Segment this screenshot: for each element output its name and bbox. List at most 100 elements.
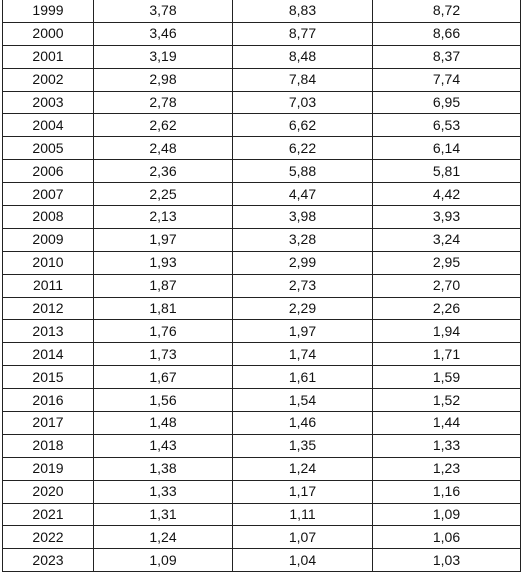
value-cell: 1,97 bbox=[232, 319, 373, 344]
value-cell: 1,61 bbox=[232, 365, 373, 390]
year-cell: 2012 bbox=[2, 296, 94, 321]
table-row: 2003 2,78 7,03 6,95 bbox=[2, 90, 521, 115]
table-row: 2014 1,73 1,74 1,71 bbox=[2, 342, 521, 367]
value-cell: 3,24 bbox=[372, 227, 521, 252]
year-cell: 2018 bbox=[2, 433, 94, 458]
table-row: 1999 3,78 8,83 8,72 bbox=[2, 0, 521, 23]
year-cell: 2006 bbox=[2, 159, 94, 184]
value-cell: 5,81 bbox=[372, 159, 521, 184]
year-cell: 2019 bbox=[2, 456, 94, 481]
value-cell: 8,83 bbox=[232, 0, 373, 23]
table-row: 2010 1,93 2,99 2,95 bbox=[2, 250, 521, 275]
table-row: 2012 1,81 2,29 2,26 bbox=[2, 296, 521, 321]
value-cell: 2,99 bbox=[232, 250, 373, 275]
value-cell: 2,70 bbox=[372, 273, 521, 298]
year-cell: 2021 bbox=[2, 502, 94, 527]
value-cell: 8,77 bbox=[232, 21, 373, 46]
value-cell: 1,09 bbox=[372, 502, 521, 527]
year-cell: 1999 bbox=[2, 0, 94, 23]
table-row: 2020 1,33 1,17 1,16 bbox=[2, 479, 521, 504]
table-row: 2011 1,87 2,73 2,70 bbox=[2, 273, 521, 298]
year-cell: 2015 bbox=[2, 365, 94, 390]
value-cell: 1,71 bbox=[372, 342, 521, 367]
value-cell: 6,14 bbox=[372, 136, 521, 161]
value-cell: 7,03 bbox=[232, 90, 373, 115]
year-cell: 2008 bbox=[2, 205, 94, 229]
value-cell: 8,37 bbox=[372, 44, 521, 69]
value-cell: 6,62 bbox=[232, 113, 373, 138]
value-cell: 2,48 bbox=[93, 136, 233, 161]
value-cell: 2,36 bbox=[93, 159, 233, 184]
value-cell: 4,47 bbox=[232, 182, 373, 207]
year-cell: 2009 bbox=[2, 227, 94, 252]
value-cell: 1,93 bbox=[93, 250, 233, 275]
value-cell: 6,53 bbox=[372, 113, 521, 138]
value-cell: 6,95 bbox=[372, 90, 521, 115]
value-cell: 2,13 bbox=[93, 205, 233, 229]
table-row: 2016 1,56 1,54 1,52 bbox=[2, 388, 521, 413]
table-row: 2022 1,24 1,07 1,06 bbox=[2, 525, 521, 550]
value-cell: 1,07 bbox=[232, 525, 373, 550]
value-cell: 8,48 bbox=[232, 44, 373, 69]
value-cell: 1,94 bbox=[372, 319, 521, 344]
value-cell: 1,76 bbox=[93, 319, 233, 344]
value-cell: 1,43 bbox=[93, 433, 233, 458]
table-row: 2004 2,62 6,62 6,53 bbox=[2, 113, 521, 138]
value-cell: 5,88 bbox=[232, 159, 373, 184]
value-cell: 1,16 bbox=[372, 479, 521, 504]
table-row: 2013 1,76 1,97 1,94 bbox=[2, 319, 521, 344]
value-cell: 1,31 bbox=[93, 502, 233, 527]
value-cell: 2,29 bbox=[232, 296, 373, 321]
value-cell: 1,23 bbox=[372, 456, 521, 481]
value-cell: 2,73 bbox=[232, 273, 373, 298]
value-cell: 2,95 bbox=[372, 250, 521, 275]
table-row: 2000 3,46 8,77 8,66 bbox=[2, 21, 521, 46]
value-cell: 1,35 bbox=[232, 433, 373, 458]
value-cell: 1,33 bbox=[372, 433, 521, 458]
table-row: 2007 2,25 4,47 4,42 bbox=[2, 182, 521, 207]
value-cell: 3,93 bbox=[372, 205, 521, 229]
year-cell: 2003 bbox=[2, 90, 94, 115]
year-cell: 2013 bbox=[2, 319, 94, 344]
year-cell: 2000 bbox=[2, 21, 94, 46]
value-cell: 1,97 bbox=[93, 227, 233, 252]
year-cell: 2004 bbox=[2, 113, 94, 138]
value-cell: 1,52 bbox=[372, 388, 521, 413]
value-cell: 8,72 bbox=[372, 0, 521, 23]
value-cell: 1,46 bbox=[232, 411, 373, 435]
value-cell: 1,73 bbox=[93, 342, 233, 367]
value-cell: 1,09 bbox=[93, 548, 233, 573]
table-row: 2015 1,67 1,61 1,59 bbox=[2, 365, 521, 390]
value-cell: 1,04 bbox=[232, 548, 373, 573]
year-cell: 2020 bbox=[2, 479, 94, 504]
value-cell: 1,56 bbox=[93, 388, 233, 413]
table-row: 2006 2,36 5,88 5,81 bbox=[2, 159, 521, 184]
value-cell: 7,74 bbox=[372, 67, 521, 92]
value-cell: 1,38 bbox=[93, 456, 233, 481]
value-cell: 2,26 bbox=[372, 296, 521, 321]
table-row: 2019 1,38 1,24 1,23 bbox=[2, 456, 521, 481]
table-row: 2021 1,31 1,11 1,09 bbox=[2, 502, 521, 527]
table-row: 2023 1,09 1,04 1,03 bbox=[2, 548, 521, 573]
value-cell: 1,24 bbox=[93, 525, 233, 550]
value-cell: 1,48 bbox=[93, 411, 233, 435]
year-cell: 2014 bbox=[2, 342, 94, 367]
value-cell: 7,84 bbox=[232, 67, 373, 92]
value-cell: 2,78 bbox=[93, 90, 233, 115]
value-cell: 2,25 bbox=[93, 182, 233, 207]
value-cell: 1,24 bbox=[232, 456, 373, 481]
table-row: 2001 3,19 8,48 8,37 bbox=[2, 44, 521, 69]
table-row: 2017 1,48 1,46 1,44 bbox=[2, 411, 521, 435]
year-cell: 2011 bbox=[2, 273, 94, 298]
year-cell: 2001 bbox=[2, 44, 94, 69]
value-cell: 2,62 bbox=[93, 113, 233, 138]
year-cell: 2016 bbox=[2, 388, 94, 413]
value-cell: 1,59 bbox=[372, 365, 521, 390]
table-row: 2008 2,13 3,98 3,93 bbox=[2, 205, 521, 229]
value-cell: 3,46 bbox=[93, 21, 233, 46]
value-cell: 2,98 bbox=[93, 67, 233, 92]
value-cell: 3,28 bbox=[232, 227, 373, 252]
value-cell: 1,54 bbox=[232, 388, 373, 413]
value-cell: 3,98 bbox=[232, 205, 373, 229]
